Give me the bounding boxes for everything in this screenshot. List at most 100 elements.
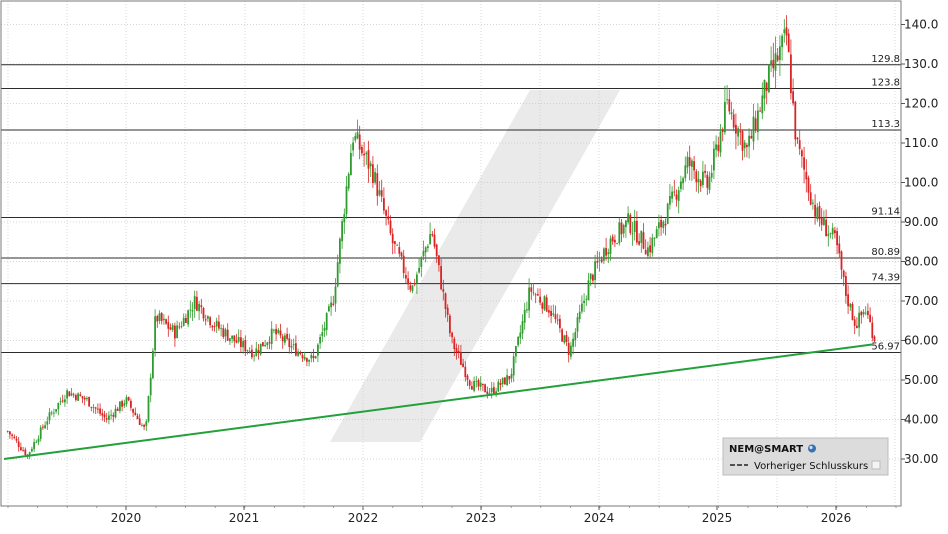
legend-checkbox[interactable] bbox=[871, 460, 881, 470]
candle-body bbox=[339, 238, 341, 264]
candle-body bbox=[158, 313, 161, 322]
candle-body bbox=[801, 150, 803, 157]
candle-body bbox=[763, 79, 766, 99]
candle-body bbox=[785, 27, 788, 36]
candle-body bbox=[708, 176, 711, 190]
candle-body bbox=[202, 308, 205, 319]
candle-body bbox=[468, 380, 471, 386]
candle-body bbox=[871, 322, 874, 338]
candle-body bbox=[200, 305, 203, 308]
candle-body bbox=[455, 348, 458, 353]
candle-body bbox=[578, 311, 581, 320]
candle-body bbox=[251, 349, 253, 358]
candle-body bbox=[534, 294, 537, 296]
candle-body bbox=[209, 317, 211, 326]
legend: NEM@SMART Vorheriger Schlusskurs bbox=[722, 437, 889, 476]
candle-body bbox=[433, 234, 436, 247]
candle-body bbox=[642, 232, 645, 249]
candle-body bbox=[523, 309, 526, 323]
candle-body bbox=[273, 329, 275, 331]
candle-body bbox=[418, 267, 420, 273]
candle-body bbox=[303, 357, 306, 360]
candle-body bbox=[361, 147, 363, 154]
candle-body bbox=[180, 326, 183, 328]
candle-body bbox=[649, 245, 651, 253]
candle-body bbox=[556, 319, 559, 321]
candle-body bbox=[587, 280, 590, 301]
candle-body bbox=[856, 325, 858, 329]
candle-body bbox=[328, 306, 330, 312]
candle-body bbox=[548, 310, 550, 313]
candle-body bbox=[849, 303, 852, 308]
candle-body bbox=[726, 99, 728, 101]
candle-body bbox=[741, 131, 744, 151]
candle-body bbox=[842, 270, 845, 278]
candle-body bbox=[774, 53, 777, 71]
candle-body bbox=[517, 337, 519, 346]
candle-body bbox=[495, 391, 497, 394]
candle-body bbox=[325, 313, 328, 330]
level-label: 91.14 bbox=[871, 206, 900, 217]
candle-body bbox=[609, 238, 612, 254]
candle-body bbox=[253, 355, 255, 357]
y-tick-label: 30.00 bbox=[904, 452, 938, 466]
candle-body bbox=[244, 339, 247, 352]
candle-body bbox=[97, 408, 99, 410]
candle-body bbox=[576, 317, 579, 332]
candle-body bbox=[178, 326, 181, 328]
candle-body bbox=[794, 101, 797, 140]
candle-body bbox=[411, 285, 414, 292]
candle-body bbox=[264, 345, 266, 347]
candle-body bbox=[845, 276, 847, 296]
candle-body bbox=[583, 300, 585, 304]
candle-body bbox=[110, 414, 112, 416]
candle-body bbox=[64, 399, 66, 403]
candle-body bbox=[354, 135, 357, 141]
candle-body bbox=[374, 172, 376, 183]
candle-body bbox=[66, 390, 68, 399]
candle-body bbox=[48, 412, 51, 421]
candle-body bbox=[869, 314, 871, 322]
x-tick-label: 2026 bbox=[821, 511, 852, 525]
candle-body bbox=[345, 186, 348, 214]
candle-body bbox=[125, 397, 128, 405]
candle-body bbox=[372, 164, 374, 184]
candle-body bbox=[768, 65, 770, 93]
candle-body bbox=[565, 335, 568, 342]
y-tick-label: 140.0 bbox=[904, 18, 938, 32]
candle-body bbox=[836, 231, 838, 246]
candle-body bbox=[134, 412, 137, 416]
candle-body bbox=[622, 224, 625, 234]
candle-body bbox=[237, 336, 240, 342]
candle-body bbox=[550, 310, 552, 316]
candle-body bbox=[526, 309, 528, 311]
candle-body bbox=[99, 408, 101, 414]
candle-body bbox=[823, 217, 825, 225]
candle-body bbox=[422, 251, 425, 257]
candle-body bbox=[490, 387, 493, 393]
y-tick-label: 50.00 bbox=[904, 373, 938, 387]
candle-body bbox=[75, 395, 77, 400]
candle-body bbox=[20, 447, 22, 451]
candle-body bbox=[693, 161, 695, 171]
plot-frame bbox=[0, 0, 902, 507]
support-trendline bbox=[3, 343, 873, 460]
x-tick-label: 2022 bbox=[348, 511, 379, 525]
candle-body bbox=[35, 441, 38, 443]
candle-body bbox=[825, 219, 827, 237]
candle-body bbox=[266, 342, 269, 346]
candle-body bbox=[108, 415, 110, 420]
candle-body bbox=[101, 413, 104, 416]
y-tick-label: 80.00 bbox=[904, 255, 938, 269]
candle-body bbox=[391, 233, 394, 244]
candle-body bbox=[596, 261, 599, 263]
candle-body bbox=[68, 391, 71, 397]
candle-body bbox=[814, 204, 816, 217]
candle-body bbox=[702, 171, 704, 186]
candle-body bbox=[636, 220, 638, 243]
candle-body bbox=[567, 342, 570, 355]
candle-body bbox=[77, 393, 79, 401]
candle-body bbox=[409, 285, 412, 290]
candle-body bbox=[479, 382, 482, 387]
candle-body bbox=[724, 101, 726, 133]
